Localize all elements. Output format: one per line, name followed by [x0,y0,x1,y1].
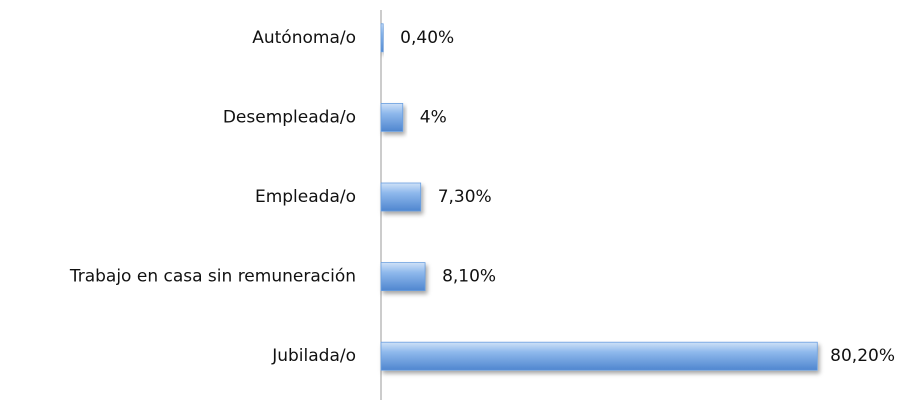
y-tick-label: Empleada/o [255,187,356,207]
y-tick-label: Autónoma/o [252,28,356,48]
bar [380,103,404,132]
bar [380,262,426,292]
data-label: 7,30% [438,187,492,207]
y-tick-label: Desempleada/o [223,107,356,127]
data-label: 8,10% [442,267,496,287]
bar [380,182,422,212]
bar [380,341,818,371]
data-label: 80,20% [830,346,895,366]
y-tick-label: Jubilada/o [271,346,356,366]
data-label: 4% [420,107,447,127]
y-tick-label: Trabajo en casa sin remuneración [69,267,356,287]
bar [380,23,384,53]
data-label: 0,40% [400,28,454,48]
